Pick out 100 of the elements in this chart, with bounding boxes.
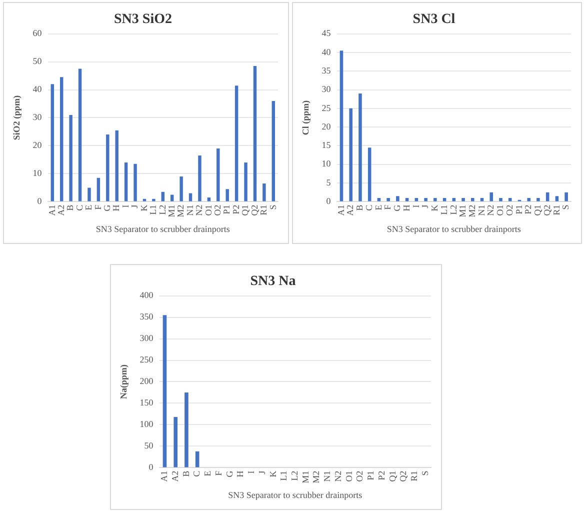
- x-tick-label: P2: [230, 204, 241, 214]
- bar: [170, 194, 174, 202]
- y-tick-label: 150: [140, 398, 154, 408]
- x-tick-label: N2: [332, 470, 343, 482]
- y-tick-label: 0: [148, 462, 154, 472]
- x-tick-label: O2: [354, 470, 365, 482]
- x-axis-title: SN3 Separator to scrubber drainports: [96, 224, 230, 234]
- x-tick-label: J: [256, 470, 267, 474]
- x-tick-label: H: [235, 470, 246, 478]
- y-tick-label: 35: [322, 65, 332, 76]
- x-tick-label: K: [268, 470, 278, 478]
- bar: [396, 196, 400, 202]
- x-tick-label: G: [224, 470, 234, 478]
- x-tick-label: F: [92, 204, 103, 210]
- x-tick-label: K: [430, 204, 440, 212]
- bar: [180, 176, 183, 202]
- x-tick-label: S: [420, 470, 430, 476]
- y-tick-label: 200: [140, 376, 154, 386]
- x-tick-label: A1: [336, 204, 346, 216]
- x-tick-label: I: [120, 204, 130, 208]
- x-tick-label: O1: [203, 204, 214, 216]
- bar: [134, 164, 137, 202]
- chart-title: SN3 SiO2: [114, 12, 172, 28]
- x-tick-label: P1: [514, 204, 524, 214]
- x-tick-label: C: [192, 470, 202, 477]
- x-tick-label: S: [560, 204, 571, 210]
- x-tick-label: M2: [311, 470, 322, 484]
- x-tick-label: C: [364, 204, 374, 211]
- x-axis-title: SN3 Separator to scrubber drainports: [228, 490, 363, 500]
- x-tick-label: L2: [448, 204, 458, 215]
- x-tick-label: N2: [486, 204, 496, 216]
- y-tick-label: 15: [322, 140, 332, 150]
- bar: [244, 162, 248, 202]
- x-tick-label: J: [420, 204, 430, 208]
- y-tick-label: 400: [140, 290, 154, 300]
- x-tick-label: O2: [212, 204, 223, 216]
- bar: [96, 178, 100, 202]
- x-tick-label: N1: [322, 470, 332, 482]
- bar: [184, 392, 188, 468]
- y-axis-title: Cl (ppm): [300, 100, 311, 136]
- bar: [50, 84, 54, 202]
- x-tick-label: L2: [157, 204, 168, 215]
- x-tick-label: Q1: [387, 470, 398, 482]
- y-tick-label: 50: [144, 440, 154, 451]
- x-tick-label: F: [213, 470, 224, 476]
- x-tick-label: N1: [476, 204, 486, 216]
- x-tick-label: O1: [495, 204, 506, 216]
- x-tick-label: M1: [166, 204, 176, 218]
- x-tick-label: L2: [290, 470, 300, 481]
- bar: [262, 184, 266, 202]
- bar: [60, 77, 64, 202]
- bar: [434, 198, 437, 202]
- y-tick-label: 20: [32, 140, 42, 150]
- chart-title: SN3 Na: [250, 274, 296, 290]
- x-tick-label: P1: [366, 470, 376, 480]
- bar: [564, 192, 568, 202]
- x-tick-label: B: [65, 204, 76, 211]
- bar: [161, 192, 165, 202]
- bar: [536, 198, 540, 202]
- y-tick-label: 60: [32, 28, 42, 38]
- bar: [368, 148, 372, 202]
- y-tick-label: 30: [322, 84, 332, 94]
- bar: [462, 198, 465, 202]
- x-tick-label: P2: [376, 470, 386, 480]
- bar: [195, 451, 200, 468]
- x-tick-label: G: [392, 204, 402, 212]
- x-tick-label: M2: [466, 204, 477, 218]
- x-tick-label: A2: [345, 204, 356, 216]
- bar: [152, 198, 156, 202]
- x-tick-label: L1: [148, 204, 158, 215]
- bar: [272, 100, 276, 202]
- x-tick-label: H: [401, 204, 412, 212]
- bar: [386, 198, 390, 202]
- x-tick-label: E: [84, 204, 94, 210]
- x-tick-label: L1: [438, 204, 449, 215]
- x-tick-label: Q1: [240, 204, 250, 216]
- y-tick-label: 50: [32, 56, 42, 66]
- x-tick-label: H: [111, 204, 122, 212]
- y-tick-label: 30: [32, 112, 42, 122]
- x-tick-label: N2: [194, 204, 204, 216]
- bar: [162, 315, 167, 468]
- x-tick-label: A1: [159, 470, 170, 482]
- y-tick-label: 10: [32, 168, 42, 178]
- y-tick-label: 0: [37, 196, 42, 206]
- x-tick-label: F: [382, 204, 393, 210]
- x-tick-label: C: [74, 204, 84, 211]
- y-axis-title: Na(ppm): [118, 364, 129, 400]
- bar: [216, 148, 220, 202]
- bar: [115, 130, 118, 202]
- bar: [174, 416, 178, 468]
- y-tick-label: 350: [140, 312, 154, 322]
- bar: [253, 66, 257, 202]
- bar: [358, 93, 362, 202]
- bar: [470, 198, 474, 202]
- y-tick-label: 10: [322, 158, 332, 169]
- x-tick-label: Q2: [542, 204, 552, 216]
- bar: [106, 134, 110, 202]
- x-tick-label: S: [268, 204, 278, 210]
- bar: [88, 188, 91, 202]
- bar: [349, 108, 352, 202]
